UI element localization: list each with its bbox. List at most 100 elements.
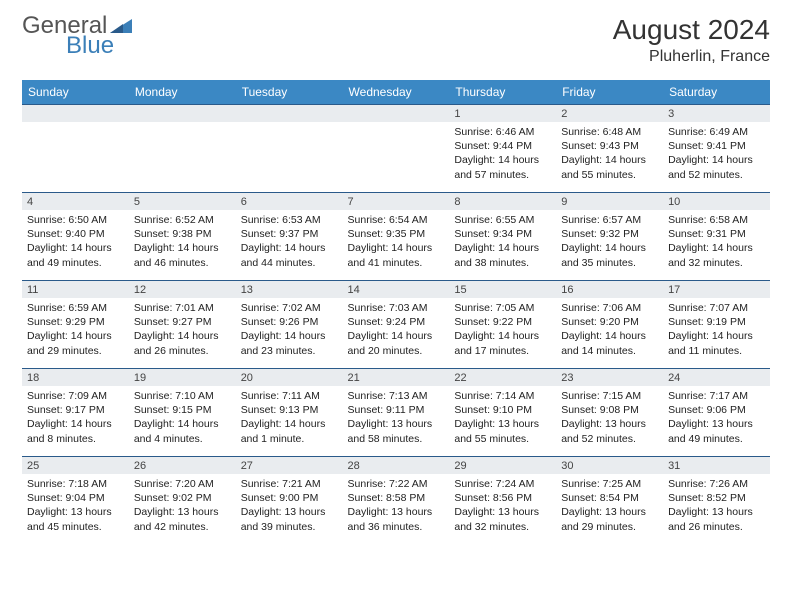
title-block: August 2024 Pluherlin, France — [613, 14, 770, 66]
daylight-line: Daylight: 14 hours and 44 minutes. — [241, 241, 338, 269]
sunrise-line: Sunrise: 6:58 AM — [668, 213, 765, 227]
daylight-line: Daylight: 14 hours and 14 minutes. — [561, 329, 658, 357]
sunrise-line: Sunrise: 7:02 AM — [241, 301, 338, 315]
day-body: Sunrise: 7:22 AMSunset: 8:58 PMDaylight:… — [343, 474, 450, 538]
sunset-line: Sunset: 9:13 PM — [241, 403, 338, 417]
day-number — [343, 104, 450, 122]
day-number: 26 — [129, 456, 236, 474]
calendar-cell: 19Sunrise: 7:10 AMSunset: 9:15 PMDayligh… — [129, 368, 236, 456]
day-number: 5 — [129, 192, 236, 210]
sunrise-line: Sunrise: 6:46 AM — [454, 125, 551, 139]
sunrise-line: Sunrise: 7:10 AM — [134, 389, 231, 403]
day-number: 3 — [663, 104, 770, 122]
day-body: Sunrise: 7:13 AMSunset: 9:11 PMDaylight:… — [343, 386, 450, 450]
sunset-line: Sunset: 9:26 PM — [241, 315, 338, 329]
day-number: 11 — [22, 280, 129, 298]
day-number: 9 — [556, 192, 663, 210]
day-body: Sunrise: 7:10 AMSunset: 9:15 PMDaylight:… — [129, 386, 236, 450]
day-number: 30 — [556, 456, 663, 474]
sunrise-line: Sunrise: 7:03 AM — [348, 301, 445, 315]
calendar-cell — [129, 104, 236, 192]
sunset-line: Sunset: 9:44 PM — [454, 139, 551, 153]
sunrise-line: Sunrise: 6:48 AM — [561, 125, 658, 139]
daylight-line: Daylight: 13 hours and 29 minutes. — [561, 505, 658, 533]
day-number — [22, 104, 129, 122]
day-body: Sunrise: 7:09 AMSunset: 9:17 PMDaylight:… — [22, 386, 129, 450]
sunset-line: Sunset: 9:08 PM — [561, 403, 658, 417]
day-number: 15 — [449, 280, 556, 298]
day-body: Sunrise: 6:54 AMSunset: 9:35 PMDaylight:… — [343, 210, 450, 274]
sunset-line: Sunset: 9:00 PM — [241, 491, 338, 505]
day-number: 24 — [663, 368, 770, 386]
day-body — [343, 122, 450, 129]
sunset-line: Sunset: 9:04 PM — [27, 491, 124, 505]
calendar-cell: 6Sunrise: 6:53 AMSunset: 9:37 PMDaylight… — [236, 192, 343, 280]
daylight-line: Daylight: 14 hours and 8 minutes. — [27, 417, 124, 445]
calendar-cell: 27Sunrise: 7:21 AMSunset: 9:00 PMDayligh… — [236, 456, 343, 544]
day-body: Sunrise: 7:06 AMSunset: 9:20 PMDaylight:… — [556, 298, 663, 362]
day-body — [22, 122, 129, 129]
calendar-cell: 23Sunrise: 7:15 AMSunset: 9:08 PMDayligh… — [556, 368, 663, 456]
sunrise-line: Sunrise: 7:06 AM — [561, 301, 658, 315]
day-body: Sunrise: 7:25 AMSunset: 8:54 PMDaylight:… — [556, 474, 663, 538]
day-body: Sunrise: 7:18 AMSunset: 9:04 PMDaylight:… — [22, 474, 129, 538]
day-header: Thursday — [449, 80, 556, 104]
sunset-line: Sunset: 9:40 PM — [27, 227, 124, 241]
sunrise-line: Sunrise: 6:59 AM — [27, 301, 124, 315]
daylight-line: Daylight: 13 hours and 52 minutes. — [561, 417, 658, 445]
day-body: Sunrise: 7:24 AMSunset: 8:56 PMDaylight:… — [449, 474, 556, 538]
day-header: Tuesday — [236, 80, 343, 104]
day-number: 28 — [343, 456, 450, 474]
daylight-line: Daylight: 13 hours and 26 minutes. — [668, 505, 765, 533]
sunset-line: Sunset: 9:37 PM — [241, 227, 338, 241]
calendar-cell: 4Sunrise: 6:50 AMSunset: 9:40 PMDaylight… — [22, 192, 129, 280]
daylight-line: Daylight: 14 hours and 32 minutes. — [668, 241, 765, 269]
daylight-line: Daylight: 14 hours and 11 minutes. — [668, 329, 765, 357]
daylight-line: Daylight: 14 hours and 4 minutes. — [134, 417, 231, 445]
day-number — [236, 104, 343, 122]
day-body: Sunrise: 7:01 AMSunset: 9:27 PMDaylight:… — [129, 298, 236, 362]
sunset-line: Sunset: 9:29 PM — [27, 315, 124, 329]
day-number: 2 — [556, 104, 663, 122]
sunrise-line: Sunrise: 7:14 AM — [454, 389, 551, 403]
day-header: Saturday — [663, 80, 770, 104]
day-number: 20 — [236, 368, 343, 386]
day-body: Sunrise: 6:52 AMSunset: 9:38 PMDaylight:… — [129, 210, 236, 274]
day-number: 8 — [449, 192, 556, 210]
day-body: Sunrise: 6:50 AMSunset: 9:40 PMDaylight:… — [22, 210, 129, 274]
sunrise-line: Sunrise: 7:25 AM — [561, 477, 658, 491]
day-body: Sunrise: 7:17 AMSunset: 9:06 PMDaylight:… — [663, 386, 770, 450]
day-number: 29 — [449, 456, 556, 474]
daylight-line: Daylight: 14 hours and 46 minutes. — [134, 241, 231, 269]
calendar-cell: 2Sunrise: 6:48 AMSunset: 9:43 PMDaylight… — [556, 104, 663, 192]
sunrise-line: Sunrise: 7:13 AM — [348, 389, 445, 403]
day-number: 14 — [343, 280, 450, 298]
sunset-line: Sunset: 9:02 PM — [134, 491, 231, 505]
day-body: Sunrise: 7:05 AMSunset: 9:22 PMDaylight:… — [449, 298, 556, 362]
calendar-cell: 7Sunrise: 6:54 AMSunset: 9:35 PMDaylight… — [343, 192, 450, 280]
calendar-week: 1Sunrise: 6:46 AMSunset: 9:44 PMDaylight… — [22, 104, 770, 192]
sunset-line: Sunset: 8:54 PM — [561, 491, 658, 505]
calendar-cell: 15Sunrise: 7:05 AMSunset: 9:22 PMDayligh… — [449, 280, 556, 368]
day-number: 1 — [449, 104, 556, 122]
sunset-line: Sunset: 9:27 PM — [134, 315, 231, 329]
day-body: Sunrise: 7:26 AMSunset: 8:52 PMDaylight:… — [663, 474, 770, 538]
sunset-line: Sunset: 9:43 PM — [561, 139, 658, 153]
calendar-week: 11Sunrise: 6:59 AMSunset: 9:29 PMDayligh… — [22, 280, 770, 368]
calendar-cell: 17Sunrise: 7:07 AMSunset: 9:19 PMDayligh… — [663, 280, 770, 368]
sunset-line: Sunset: 8:58 PM — [348, 491, 445, 505]
day-body: Sunrise: 6:58 AMSunset: 9:31 PMDaylight:… — [663, 210, 770, 274]
day-number: 6 — [236, 192, 343, 210]
day-number: 31 — [663, 456, 770, 474]
sunset-line: Sunset: 9:15 PM — [134, 403, 231, 417]
day-number: 22 — [449, 368, 556, 386]
day-body: Sunrise: 6:59 AMSunset: 9:29 PMDaylight:… — [22, 298, 129, 362]
calendar-cell — [236, 104, 343, 192]
calendar-cell: 26Sunrise: 7:20 AMSunset: 9:02 PMDayligh… — [129, 456, 236, 544]
daylight-line: Daylight: 13 hours and 45 minutes. — [27, 505, 124, 533]
daylight-line: Daylight: 14 hours and 49 minutes. — [27, 241, 124, 269]
sunrise-line: Sunrise: 7:17 AM — [668, 389, 765, 403]
day-body: Sunrise: 7:21 AMSunset: 9:00 PMDaylight:… — [236, 474, 343, 538]
sunset-line: Sunset: 9:34 PM — [454, 227, 551, 241]
sunset-line: Sunset: 9:06 PM — [668, 403, 765, 417]
